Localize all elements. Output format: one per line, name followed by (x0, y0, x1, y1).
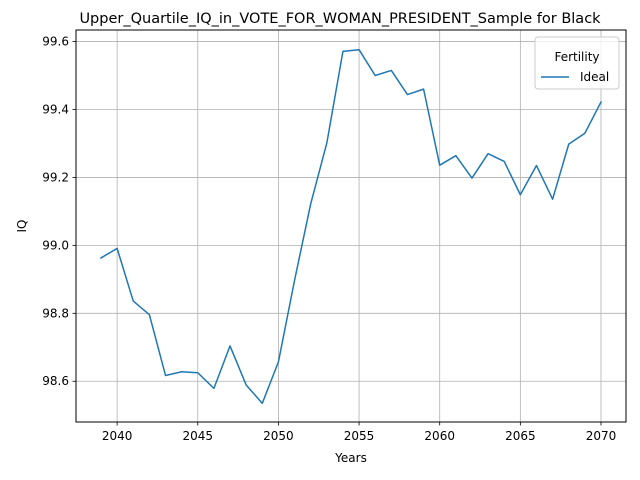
legend-box (534, 36, 620, 90)
series-line-ideal (99, 48, 603, 405)
y-tick-label: 99.4 (42, 102, 69, 116)
y-tick-label: 98.8 (42, 306, 69, 320)
x-tick-label: 2055 (344, 429, 375, 443)
y-tick-label: 99.6 (42, 35, 69, 49)
x-tick-label: 2060 (424, 429, 455, 443)
y-tick-label: 99.0 (42, 238, 69, 252)
y-axis-label: IQ (15, 220, 29, 233)
x-tick-label: 2070 (586, 429, 617, 443)
chart-title: Upper_Quartile_IQ_in_VOTE_FOR_WOMAN_PRES… (79, 11, 601, 27)
x-tick-label: 2050 (263, 429, 294, 443)
x-tick-label: 2040 (102, 429, 133, 443)
legend: Fertility Ideal (534, 36, 620, 90)
legend-title: Fertility (554, 50, 599, 64)
plot-area (76, 30, 626, 422)
x-axis-label: Years (334, 451, 367, 465)
x-tick-label: 2065 (505, 429, 536, 443)
y-gridlines (76, 41, 626, 382)
x-gridlines (116, 30, 602, 422)
x-axis-ticks: 2040 2045 2050 2055 2060 2065 2070 (102, 422, 616, 443)
y-axis-ticks: 98.6 98.8 99.0 99.2 99.4 99.6 (42, 35, 76, 388)
plot-frame (75, 29, 627, 423)
y-tick-label: 99.2 (42, 170, 69, 184)
legend-entry-ideal: Ideal (580, 70, 609, 84)
y-tick-label: 98.6 (42, 374, 69, 388)
x-tick-label: 2045 (183, 429, 214, 443)
series-layer (99, 48, 603, 405)
